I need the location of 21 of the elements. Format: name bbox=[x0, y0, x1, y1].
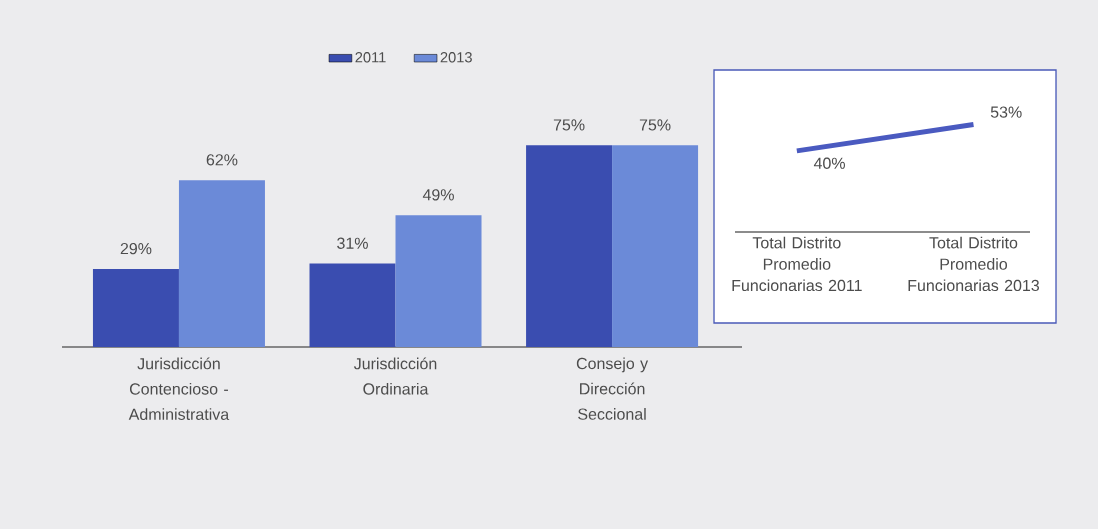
x-tick-label: Total Distrito Promedio Funcionarias 2013 bbox=[908, 236, 1040, 292]
data-label: 40% bbox=[813, 157, 845, 169]
bar bbox=[178, 180, 265, 347]
bar bbox=[92, 268, 179, 347]
legend-label: 2013 bbox=[440, 52, 472, 63]
bar bbox=[395, 215, 482, 347]
legend-label: 2011 bbox=[355, 52, 386, 63]
x-tick-label: Total Distrito Promedio Funcionarias 2011 bbox=[732, 236, 862, 292]
data-label: 62% bbox=[206, 154, 238, 166]
data-label: 75% bbox=[639, 119, 671, 131]
x-tick-label: Jurisdicción Ordinaria bbox=[353, 357, 437, 395]
data-label: 53% bbox=[990, 106, 1022, 118]
data-label: 49% bbox=[422, 189, 454, 201]
bar bbox=[526, 145, 613, 347]
data-label: 31% bbox=[337, 237, 368, 249]
data-label: 29% bbox=[120, 242, 152, 255]
x-tick-label: Consejo y Dirección Seccional bbox=[576, 357, 649, 420]
bar bbox=[612, 145, 699, 347]
bar bbox=[309, 263, 396, 347]
x-tick-label: Jurisdicción Contencioso - Administrativa bbox=[128, 357, 230, 420]
data-label: 75% bbox=[553, 119, 585, 131]
